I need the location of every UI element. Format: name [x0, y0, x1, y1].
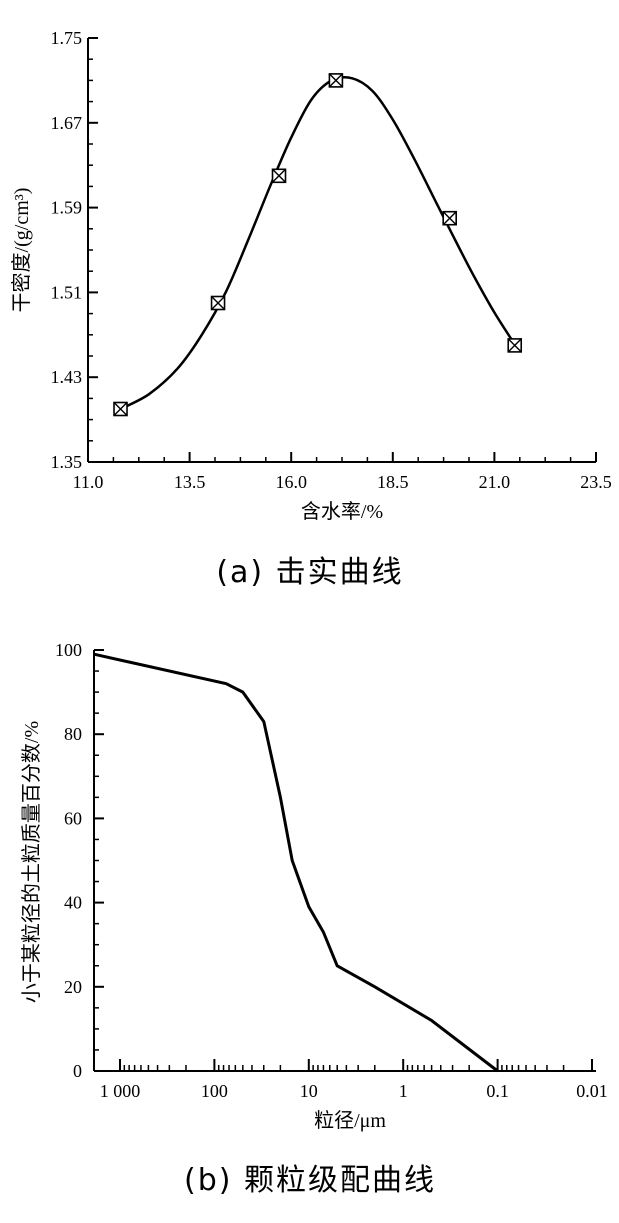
caption-b: (b) 颗粒级配曲线: [184, 1163, 436, 1198]
x-ticks: 1 000 100 10 1 0.1 0.01: [100, 1059, 608, 1101]
data-point-marker: [271, 168, 287, 184]
y-axis-label: 小于某粒径的土粒质量百分数/%: [20, 721, 43, 1003]
grading-chart: 0 20 40 60 80 100 1 000 100 10 1 0.1 0.01 粒径/μm 小于…: [20, 640, 608, 1198]
y-tick-label: 1.75: [51, 28, 83, 48]
data-point-marker: [210, 295, 226, 311]
y-tick-label: 1.51: [51, 282, 83, 302]
y-tick-label: 60: [64, 808, 82, 828]
x-tick-label: 13.5: [174, 472, 206, 492]
y-tick-label: 40: [64, 893, 82, 913]
y-tick-label: 80: [64, 724, 82, 744]
x-tick-label: 1: [399, 1081, 408, 1101]
data-point-marker: [328, 73, 344, 88]
x-tick-label: 100: [201, 1081, 228, 1101]
data-points: [113, 73, 523, 417]
y-axis-label: 干密度/(g/cm³): [10, 188, 33, 313]
grading-curve: [93, 652, 499, 1073]
data-point-marker: [507, 338, 523, 353]
x-tick-label: 11.0: [73, 472, 104, 492]
y-tick-label: 0: [73, 1061, 82, 1081]
y-tick-label: 1.67: [51, 113, 83, 133]
compaction-chart: 1.35 1.43 1.51 1.59 1.67 1.75 11.0 13.5 16.0 18.…: [10, 28, 612, 590]
x-ticks: 11.0 13.5 16.0 18.5 21.0 23.5: [73, 452, 612, 492]
caption-a: (a) 击实曲线: [216, 555, 403, 590]
y-tick-label: 100: [55, 640, 82, 660]
x-tick-label: 18.5: [377, 472, 409, 492]
data-point-marker: [442, 210, 457, 226]
x-axis-label: 粒径/μm: [314, 1109, 386, 1132]
data-point-marker: [113, 401, 128, 417]
y-tick-label: 1.35: [51, 452, 83, 472]
y-tick-label: 20: [64, 977, 82, 997]
x-tick-label: 16.0: [275, 472, 307, 492]
x-tick-label: 1 000: [100, 1081, 141, 1101]
y-ticks: 0 20 40 60 80 100: [55, 640, 104, 1081]
y-tick-label: 1.43: [51, 367, 83, 387]
x-tick-label: 23.5: [580, 472, 612, 492]
y-ticks: 1.35 1.43 1.51 1.59 1.67 1.75: [51, 28, 98, 472]
y-tick-label: 1.59: [51, 198, 83, 218]
x-tick-label: 0.1: [486, 1081, 509, 1101]
fit-curve: [119, 76, 516, 411]
x-tick-label: 10: [300, 1081, 318, 1101]
x-axis-label: 含水率/%: [301, 500, 383, 523]
x-tick-label: 0.01: [576, 1081, 608, 1101]
x-tick-label: 21.0: [479, 472, 511, 492]
